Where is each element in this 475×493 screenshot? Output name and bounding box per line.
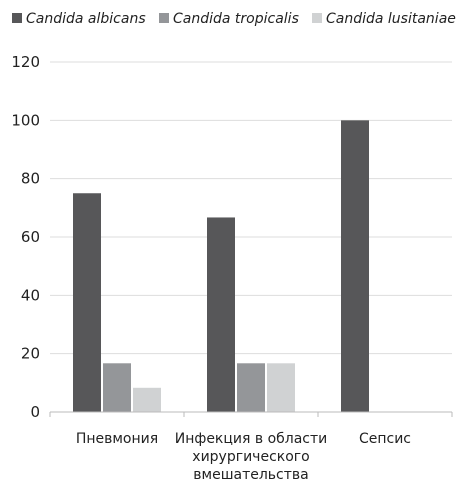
- x-category-label: Пневмония: [76, 431, 158, 447]
- x-axis-labels: Пневмония Инфекция в области хирургическог…: [76, 431, 411, 483]
- bar: [73, 193, 101, 412]
- x-category-label-line: Сепсис: [359, 431, 411, 447]
- x-category-label-line: хирургического: [192, 449, 309, 465]
- bar: [207, 217, 235, 412]
- x-axis: [49, 411, 453, 417]
- x-category-label: Сепсис: [359, 431, 411, 447]
- chart-gridlines: [50, 61, 452, 355]
- legend-swatch: [312, 13, 322, 23]
- legend-item: Candida tropicalis: [159, 11, 299, 27]
- bar: [103, 363, 131, 412]
- legend-swatch: [159, 13, 169, 23]
- legend-label: Candida lusitaniae: [326, 11, 456, 27]
- x-category-label-line: Пневмония: [76, 431, 158, 447]
- y-tick-label: 0: [30, 403, 40, 421]
- y-tick-label: 40: [21, 286, 40, 304]
- y-tick-label: 80: [21, 170, 40, 188]
- y-axis-ticks: 0 20 40 60 80 100 120: [11, 53, 40, 421]
- y-tick-label: 100: [11, 111, 40, 129]
- bar: [133, 387, 161, 412]
- x-category-label: Инфекция в области хирургического вмешател…: [175, 431, 328, 483]
- legend-item: Candida albicans: [12, 11, 146, 27]
- y-tick-label: 60: [21, 228, 40, 246]
- legend-label: Candida albicans: [26, 11, 146, 27]
- bar: [341, 120, 369, 412]
- legend-item: Candida lusitaniae: [312, 11, 456, 27]
- legend-label: Candida tropicalis: [173, 11, 299, 27]
- y-tick-label: 120: [11, 53, 40, 71]
- x-category-label-line: вмешательства: [193, 467, 308, 483]
- y-tick-label: 20: [21, 345, 40, 363]
- bar: [267, 363, 295, 412]
- bar: [237, 363, 265, 412]
- chart-bars: [73, 120, 369, 412]
- chart-legend: Candida albicans Candida tropicalis Candid…: [12, 11, 456, 27]
- legend-swatch: [12, 13, 22, 23]
- x-category-label-line: Инфекция в области: [175, 431, 328, 447]
